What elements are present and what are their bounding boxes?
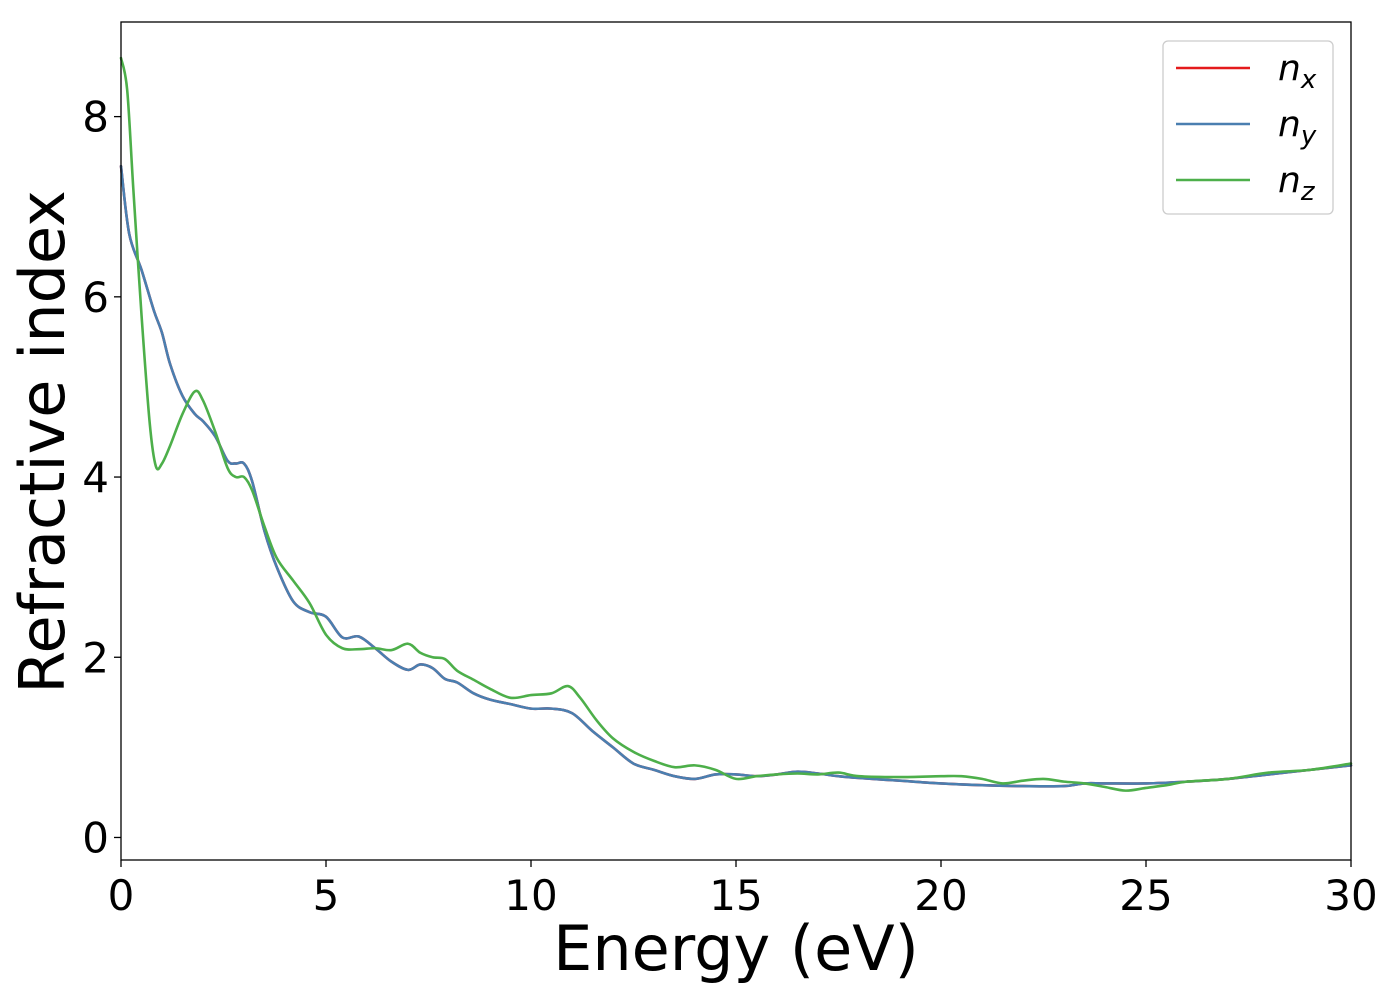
legend-label-subscript: y	[1300, 121, 1317, 151]
x-tick-label: 30	[1324, 871, 1377, 920]
y-tick-label: 8	[82, 93, 109, 142]
series-line-n-z	[119, 56, 1353, 792]
ticks: 0 5 10 15 20 25 30 0 2 4 6 8	[82, 93, 1377, 920]
x-axis-title: Energy (eV)	[553, 912, 919, 985]
y-tick-label: 4	[82, 453, 109, 502]
y-axis-title: Refractive index	[6, 190, 79, 694]
x-tick-label: 10	[504, 871, 557, 920]
x-tick-label: 15	[709, 871, 762, 920]
legend-label-base: n	[1278, 48, 1301, 89]
x-tick-label: 5	[313, 871, 340, 920]
plot-lines	[119, 56, 1353, 792]
plot-frame	[120, 21, 1352, 861]
legend-label-base: n	[1278, 104, 1301, 145]
x-tick-label: 0	[108, 871, 135, 920]
legend-label-n-z: nz	[1278, 160, 1316, 207]
x-tick-label: 20	[914, 871, 967, 920]
legend-label-subscript: z	[1300, 177, 1316, 207]
legend-label-n-y: ny	[1278, 104, 1317, 151]
series-line-n-x	[119, 164, 1353, 788]
y-tick-label: 6	[82, 273, 109, 322]
y-tick-label: 2	[82, 633, 109, 682]
legend-label-n-x: nx	[1278, 48, 1317, 95]
legend-label-subscript: x	[1300, 65, 1317, 95]
y-tick-label: 0	[82, 813, 109, 862]
legend-label-base: n	[1278, 160, 1301, 201]
x-tick-label: 25	[1119, 871, 1172, 920]
legend-box	[1162, 40, 1334, 215]
series-line-n-y	[119, 164, 1353, 788]
